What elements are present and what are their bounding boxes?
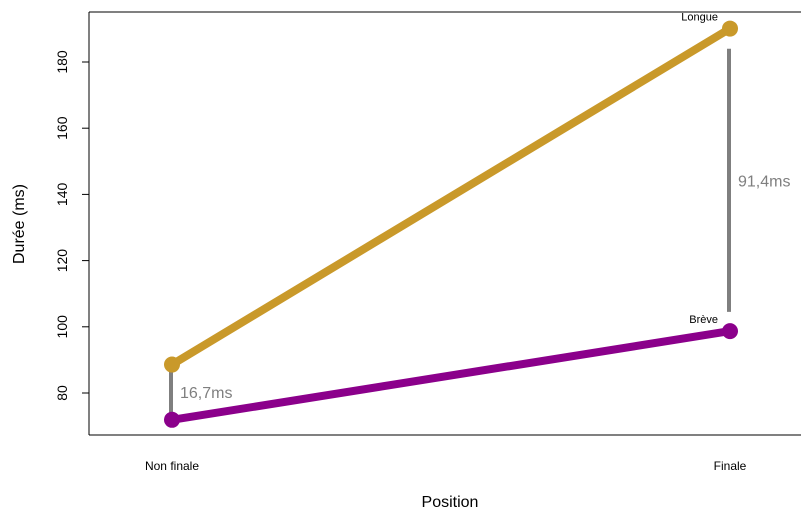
- data-point-longue-non-finale: [164, 356, 180, 373]
- difference-annotations: 16,7ms 91,4ms: [169, 48, 790, 415]
- series-label-longue: Longue: [681, 12, 718, 24]
- x-tick-label-finale: Finale: [714, 459, 747, 473]
- x-axis-title: Position: [422, 494, 479, 510]
- difference-label-non-finale: 16,7ms: [180, 385, 232, 402]
- x-axis: Non finale Finale: [145, 459, 747, 473]
- series-line-longue: [168, 24, 734, 369]
- difference-label-finale: 91,4ms: [738, 173, 790, 190]
- y-tick-label-160: 160: [54, 116, 70, 140]
- y-tick-label-100: 100: [54, 315, 70, 339]
- series-label-breve: Brève: [689, 314, 718, 326]
- y-tick-label-80: 80: [54, 385, 70, 401]
- y-axis: 80 100 120 140 160 180: [54, 50, 89, 401]
- series-group: Longue Brève: [164, 12, 738, 428]
- data-point-longue-finale: [722, 20, 738, 37]
- y-axis-title: Durée (ms): [11, 184, 28, 264]
- y-tick-label-180: 180: [54, 50, 70, 74]
- x-tick-label-non-finale: Non finale: [145, 459, 199, 473]
- data-point-breve-non-finale: [164, 411, 180, 428]
- y-tick-label-120: 120: [54, 249, 70, 273]
- data-point-breve-finale: [722, 323, 738, 340]
- series-line-breve: [168, 327, 734, 424]
- y-tick-label-140: 140: [54, 183, 70, 207]
